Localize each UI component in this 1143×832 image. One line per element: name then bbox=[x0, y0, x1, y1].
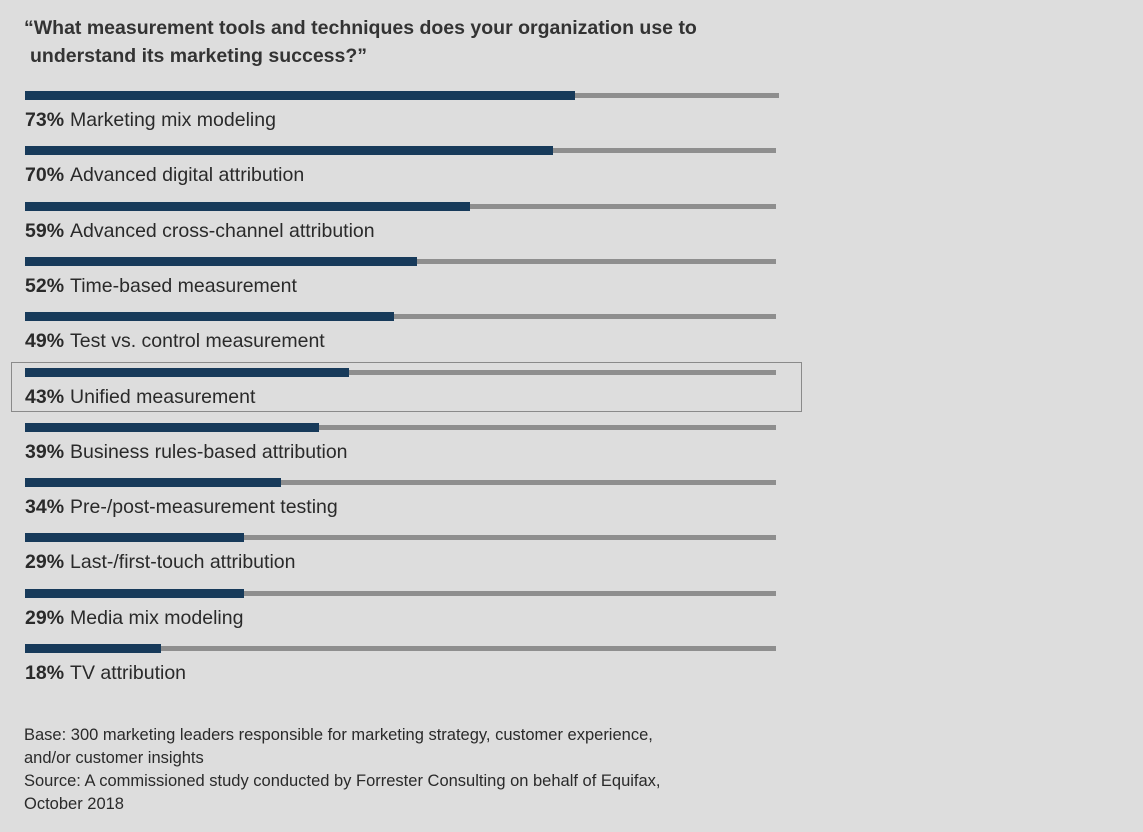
bar-category-label: Business rules-based attribution bbox=[70, 440, 348, 463]
bar-label: 34% Pre-/post-measurement testing bbox=[25, 495, 338, 519]
bar-category-label: TV attribution bbox=[70, 662, 187, 684]
bar-value-label: 52% bbox=[25, 274, 65, 297]
bar-label: 73% Marketing mix modeling bbox=[25, 108, 276, 132]
bar-row: 59% Advanced cross-channel attribution bbox=[25, 201, 785, 252]
bar-category-label: Test vs. control measurement bbox=[70, 330, 325, 353]
chart-title: “What measurement tools and techniques d… bbox=[24, 14, 784, 70]
bar-track bbox=[25, 646, 776, 651]
bar-row: 34% Pre-/post-measurement testing bbox=[25, 478, 785, 528]
bar-value-label: 49% bbox=[25, 330, 65, 353]
bar-category-label: Media mix modeling bbox=[70, 606, 244, 629]
bar-category-label: Advanced cross-channel attribution bbox=[70, 219, 375, 242]
bar-label: 52% Time-based measurement bbox=[25, 274, 297, 298]
bar-label: 49% Test vs. control measurement bbox=[25, 329, 325, 353]
bar bbox=[25, 478, 281, 488]
bar-label: 70% Advanced digital attribution bbox=[25, 163, 304, 187]
bar-track bbox=[25, 424, 776, 430]
bar bbox=[25, 256, 417, 266]
bar-value-label: 43% bbox=[25, 385, 65, 408]
highlight-box bbox=[11, 361, 802, 412]
bar bbox=[25, 588, 244, 598]
bar-value-label: 18% bbox=[25, 662, 65, 684]
chart-title-line-2: understand its marketing success?” bbox=[30, 45, 368, 67]
bar-value-label: 59% bbox=[25, 219, 65, 242]
bar-label: 29% Media mix modeling bbox=[25, 606, 243, 630]
bar bbox=[25, 312, 394, 322]
bar-value-label: 39% bbox=[25, 440, 65, 463]
bar bbox=[25, 201, 470, 211]
bar-category-label: Marketing mix modeling bbox=[70, 109, 276, 131]
bar-category-label: Last-/first-touch attribution bbox=[70, 551, 296, 574]
footnote-source-line-2: October 2018 bbox=[24, 795, 124, 813]
bar-value-label: 73% bbox=[25, 109, 65, 131]
bar-track bbox=[25, 314, 776, 320]
bar-category-label: Unified measurement bbox=[70, 385, 256, 408]
chart-title-line-1: “What measurement tools and techniques d… bbox=[24, 17, 697, 39]
bar bbox=[25, 91, 575, 100]
bar-category-label: Pre-/post-measurement testing bbox=[70, 496, 338, 519]
bar-value-label: 70% bbox=[25, 164, 65, 187]
bar-category-label: Time-based measurement bbox=[70, 274, 297, 297]
bar-label: 43% Unified measurement bbox=[25, 385, 255, 409]
bar-row: 39% Business rules-based attribution bbox=[25, 422, 785, 473]
bar-row: 70% Advanced digital attribution bbox=[25, 146, 785, 196]
bar-row: 29% Media mix modeling bbox=[25, 588, 785, 639]
bar bbox=[25, 644, 161, 653]
bar-row: 73% Marketing mix modeling bbox=[25, 91, 785, 141]
bar-label: 59% Advanced cross-channel attribution bbox=[25, 219, 375, 243]
bar-track bbox=[25, 369, 776, 375]
bar-row: 43% Unified measurement bbox=[25, 367, 785, 418]
bar-track bbox=[25, 535, 776, 541]
bar-category-label: Advanced digital attribution bbox=[70, 164, 305, 187]
bar-label: 29% Last-/first-touch attribution bbox=[25, 550, 295, 574]
bar bbox=[25, 146, 553, 156]
footnote-base-line-1: Base: 300 marketing leaders responsible … bbox=[24, 726, 653, 744]
bar-track bbox=[25, 590, 776, 596]
bar bbox=[25, 422, 319, 432]
bar-track bbox=[25, 480, 776, 486]
bar-row: 18% TV attribution bbox=[25, 644, 785, 694]
bar-value-label: 29% bbox=[25, 551, 65, 574]
bar-label: 18% TV attribution bbox=[25, 661, 186, 685]
footnote-base-line-2: and/or customer insights bbox=[24, 749, 204, 767]
bar bbox=[25, 367, 349, 377]
bar-label: 39% Business rules-based attribution bbox=[25, 440, 348, 464]
bar-value-label: 34% bbox=[25, 496, 65, 519]
footnote-source-line-1: Source: A commissioned study conducted b… bbox=[24, 772, 661, 790]
bar-row: 52% Time-based measurement bbox=[25, 256, 785, 307]
bar-row: 29% Last-/first-touch attribution bbox=[25, 533, 785, 583]
bar-value-label: 29% bbox=[25, 606, 65, 629]
bar bbox=[25, 533, 244, 543]
footnote: Base: 300 marketing leaders responsible … bbox=[24, 724, 814, 816]
bar-row: 49% Test vs. control measurement bbox=[25, 312, 785, 362]
